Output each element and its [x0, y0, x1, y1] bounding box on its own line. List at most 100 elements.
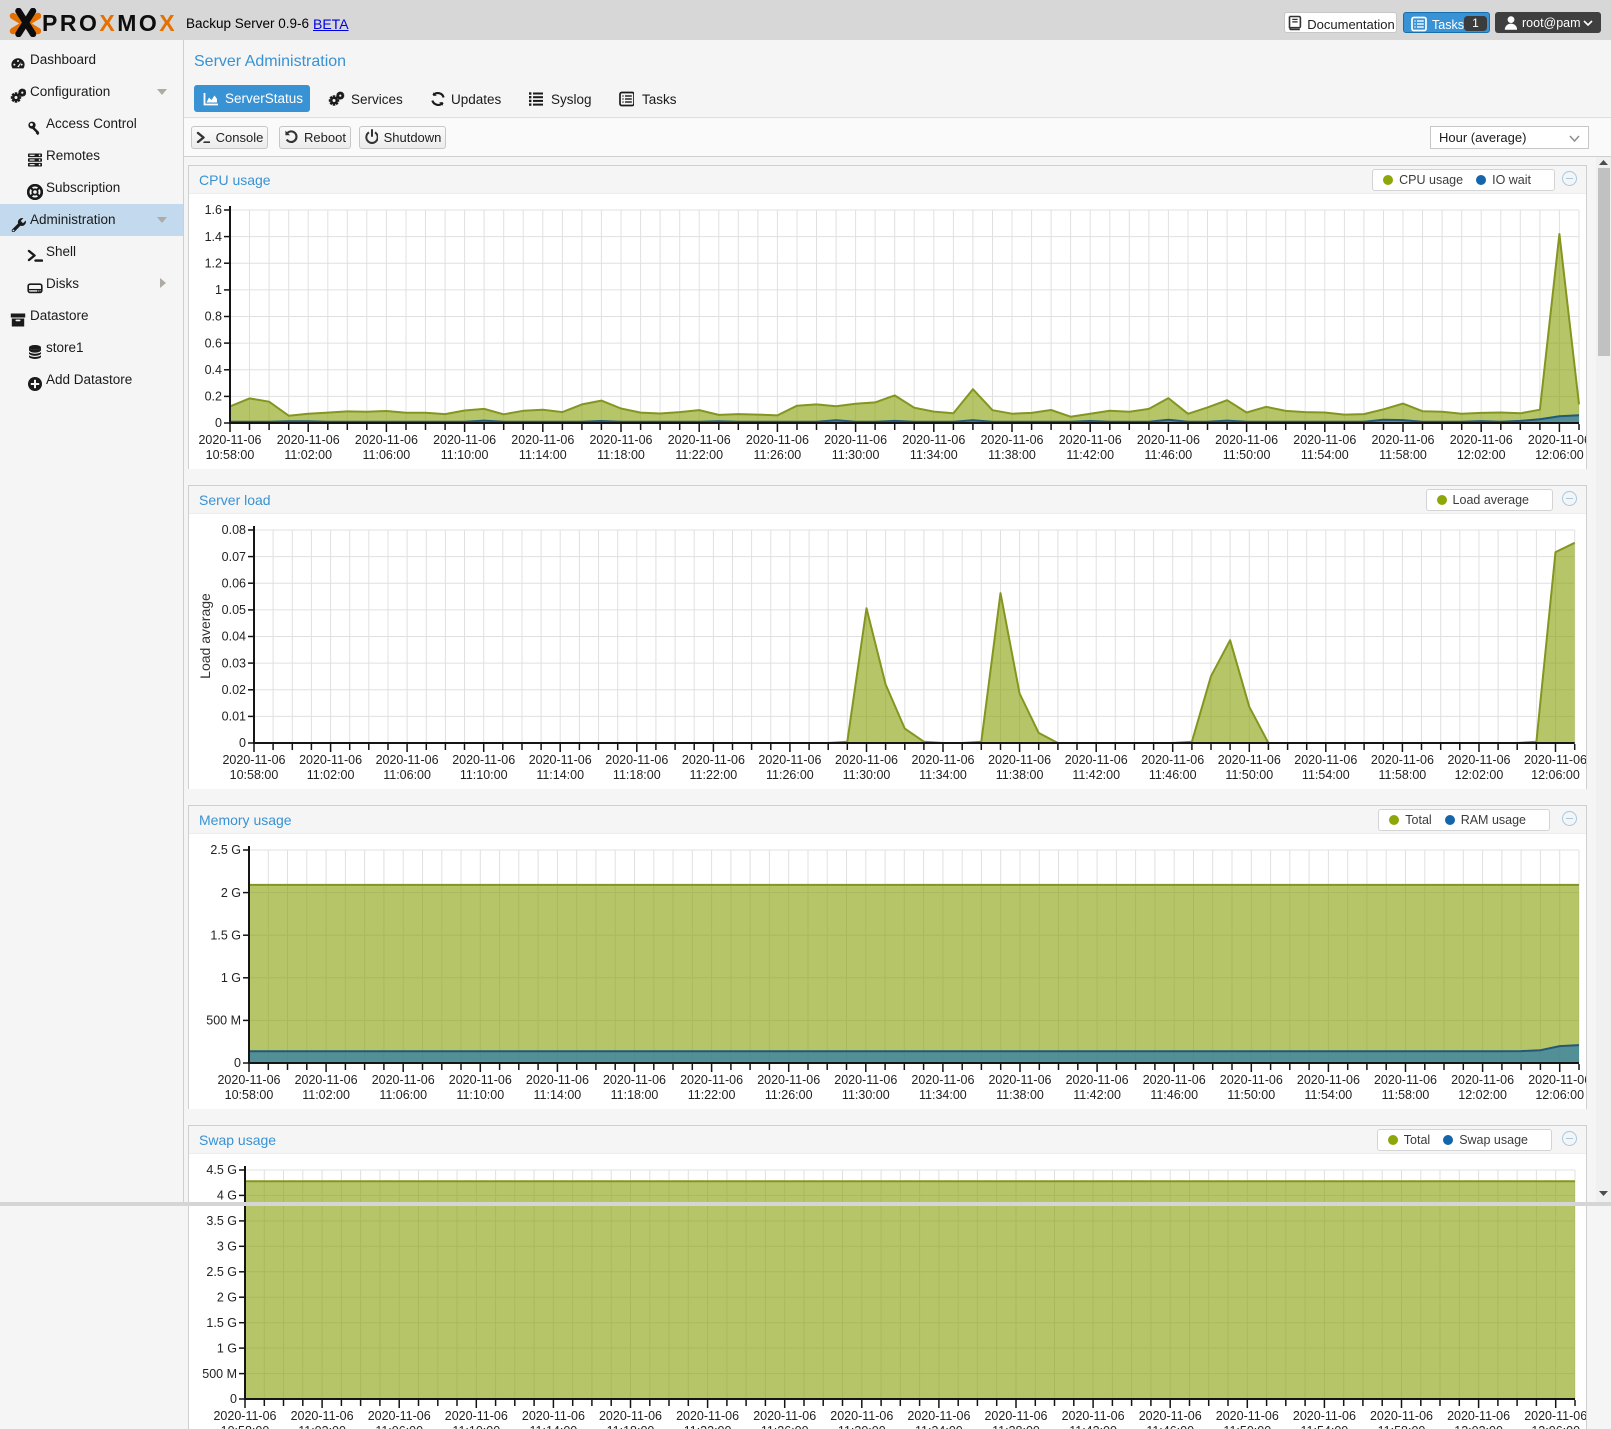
svg-text:11:42:00: 11:42:00	[1072, 768, 1120, 782]
svg-text:0.06: 0.06	[222, 577, 246, 591]
svg-text:12:02:00: 12:02:00	[1457, 448, 1506, 462]
svg-text:2020-11-06: 2020-11-06	[1218, 753, 1281, 767]
svg-text:11:06:00: 11:06:00	[363, 448, 411, 462]
svg-text:0: 0	[234, 1056, 241, 1070]
svg-text:1.6: 1.6	[205, 203, 222, 217]
svg-text:11:58:00: 11:58:00	[1379, 448, 1427, 462]
svg-text:2020-11-06: 2020-11-06	[1215, 433, 1278, 447]
svg-text:1.5 G: 1.5 G	[206, 1316, 237, 1330]
svg-text:2020-11-06: 2020-11-06	[1524, 1409, 1586, 1423]
svg-text:11:50:00: 11:50:00	[1227, 1088, 1275, 1102]
svg-text:1.5 G: 1.5 G	[210, 928, 241, 942]
svg-text:0.04: 0.04	[222, 630, 246, 644]
svg-text:11:22:00: 11:22:00	[684, 1424, 732, 1429]
svg-text:2020-11-06: 2020-11-06	[1143, 1073, 1206, 1087]
svg-text:2 G: 2 G	[217, 1290, 237, 1304]
svg-text:2020-11-06: 2020-11-06	[676, 1409, 739, 1423]
svg-text:11:06:00: 11:06:00	[383, 768, 431, 782]
svg-text:10:58:00: 10:58:00	[221, 1424, 270, 1429]
svg-text:2020-11-06: 2020-11-06	[198, 433, 261, 447]
svg-text:1 G: 1 G	[221, 971, 241, 985]
svg-text:11:38:00: 11:38:00	[996, 768, 1044, 782]
svg-text:2020-11-06: 2020-11-06	[984, 1409, 1047, 1423]
svg-text:1.2: 1.2	[205, 257, 222, 271]
svg-text:11:42:00: 11:42:00	[1069, 1424, 1117, 1429]
svg-text:2020-11-06: 2020-11-06	[368, 1409, 431, 1423]
svg-text:2020-11-06: 2020-11-06	[824, 433, 887, 447]
svg-text:11:58:00: 11:58:00	[1378, 1424, 1426, 1429]
svg-text:11:18:00: 11:18:00	[611, 1088, 659, 1102]
svg-text:11:54:00: 11:54:00	[1301, 448, 1349, 462]
svg-text:2020-11-06: 2020-11-06	[452, 753, 515, 767]
svg-text:2020-11-06: 2020-11-06	[1059, 433, 1122, 447]
svg-text:2020-11-06: 2020-11-06	[911, 1073, 974, 1087]
svg-text:2020-11-06: 2020-11-06	[1447, 753, 1510, 767]
svg-text:2020-11-06: 2020-11-06	[1370, 1409, 1433, 1423]
svg-text:11:30:00: 11:30:00	[838, 1424, 886, 1429]
svg-text:4 G: 4 G	[217, 1189, 237, 1203]
svg-text:11:50:00: 11:50:00	[1223, 448, 1271, 462]
svg-text:0: 0	[230, 1392, 237, 1406]
svg-text:2020-11-06: 2020-11-06	[1528, 433, 1586, 447]
svg-text:2020-11-06: 2020-11-06	[222, 753, 285, 767]
svg-text:12:06:00: 12:06:00	[1535, 1088, 1584, 1102]
svg-text:0.07: 0.07	[222, 550, 246, 564]
svg-text:2020-11-06: 2020-11-06	[746, 433, 809, 447]
svg-text:0.02: 0.02	[222, 683, 246, 697]
svg-text:11:30:00: 11:30:00	[843, 768, 891, 782]
svg-text:2020-11-06: 2020-11-06	[835, 753, 898, 767]
svg-text:2.5 G: 2.5 G	[210, 843, 241, 857]
svg-text:2020-11-06: 2020-11-06	[217, 1073, 280, 1087]
svg-text:2020-11-06: 2020-11-06	[1062, 1409, 1125, 1423]
svg-text:11:10:00: 11:10:00	[452, 1424, 500, 1429]
svg-text:2020-11-06: 2020-11-06	[605, 753, 668, 767]
svg-text:2020-11-06: 2020-11-06	[295, 1073, 358, 1087]
svg-text:11:26:00: 11:26:00	[766, 768, 814, 782]
svg-text:11:22:00: 11:22:00	[675, 448, 723, 462]
svg-text:0.2: 0.2	[205, 390, 222, 404]
svg-text:500 M: 500 M	[202, 1367, 237, 1381]
svg-text:2020-11-06: 2020-11-06	[1371, 433, 1434, 447]
svg-text:1 G: 1 G	[217, 1341, 237, 1355]
svg-text:11:02:00: 11:02:00	[284, 448, 332, 462]
svg-text:2020-11-06: 2020-11-06	[1293, 433, 1356, 447]
svg-text:11:58:00: 11:58:00	[1382, 1088, 1430, 1102]
svg-text:11:06:00: 11:06:00	[375, 1424, 423, 1429]
svg-text:11:42:00: 11:42:00	[1066, 448, 1114, 462]
svg-text:2020-11-06: 2020-11-06	[376, 753, 439, 767]
svg-text:11:34:00: 11:34:00	[910, 448, 958, 462]
svg-text:2020-11-06: 2020-11-06	[988, 753, 1051, 767]
svg-text:2020-11-06: 2020-11-06	[589, 433, 652, 447]
svg-text:2020-11-06: 2020-11-06	[603, 1073, 666, 1087]
svg-text:11:58:00: 11:58:00	[1379, 768, 1427, 782]
svg-text:0: 0	[215, 416, 222, 430]
svg-text:2020-11-06: 2020-11-06	[1294, 753, 1357, 767]
svg-text:2020-11-06: 2020-11-06	[988, 1073, 1051, 1087]
svg-text:11:14:00: 11:14:00	[536, 768, 584, 782]
svg-text:2020-11-06: 2020-11-06	[1216, 1409, 1279, 1423]
svg-text:11:38:00: 11:38:00	[996, 1088, 1044, 1102]
svg-text:500 M: 500 M	[206, 1014, 241, 1028]
svg-text:2020-11-06: 2020-11-06	[1297, 1073, 1360, 1087]
svg-text:12:06:00: 12:06:00	[1531, 1424, 1580, 1429]
svg-text:3 G: 3 G	[217, 1240, 237, 1254]
svg-text:2.5 G: 2.5 G	[206, 1265, 237, 1279]
svg-text:2020-11-06: 2020-11-06	[1137, 433, 1200, 447]
svg-text:2020-11-06: 2020-11-06	[680, 1073, 743, 1087]
svg-text:2020-11-06: 2020-11-06	[1139, 1409, 1202, 1423]
svg-text:2020-11-06: 2020-11-06	[668, 433, 731, 447]
svg-text:2020-11-06: 2020-11-06	[830, 1409, 893, 1423]
svg-text:11:18:00: 11:18:00	[607, 1424, 655, 1429]
svg-text:12:02:00: 12:02:00	[1454, 1424, 1503, 1429]
svg-text:2020-11-06: 2020-11-06	[449, 1073, 512, 1087]
svg-text:11:22:00: 11:22:00	[690, 768, 738, 782]
svg-text:2020-11-06: 2020-11-06	[1451, 1073, 1514, 1087]
svg-text:10:58:00: 10:58:00	[225, 1088, 274, 1102]
svg-text:2020-11-06: 2020-11-06	[599, 1409, 662, 1423]
svg-text:11:46:00: 11:46:00	[1145, 448, 1193, 462]
svg-text:2020-11-06: 2020-11-06	[1141, 753, 1204, 767]
svg-text:2020-11-06: 2020-11-06	[902, 433, 965, 447]
svg-text:12:02:00: 12:02:00	[1458, 1088, 1507, 1102]
svg-text:2020-11-06: 2020-11-06	[1220, 1073, 1283, 1087]
svg-text:2020-11-06: 2020-11-06	[1065, 753, 1128, 767]
